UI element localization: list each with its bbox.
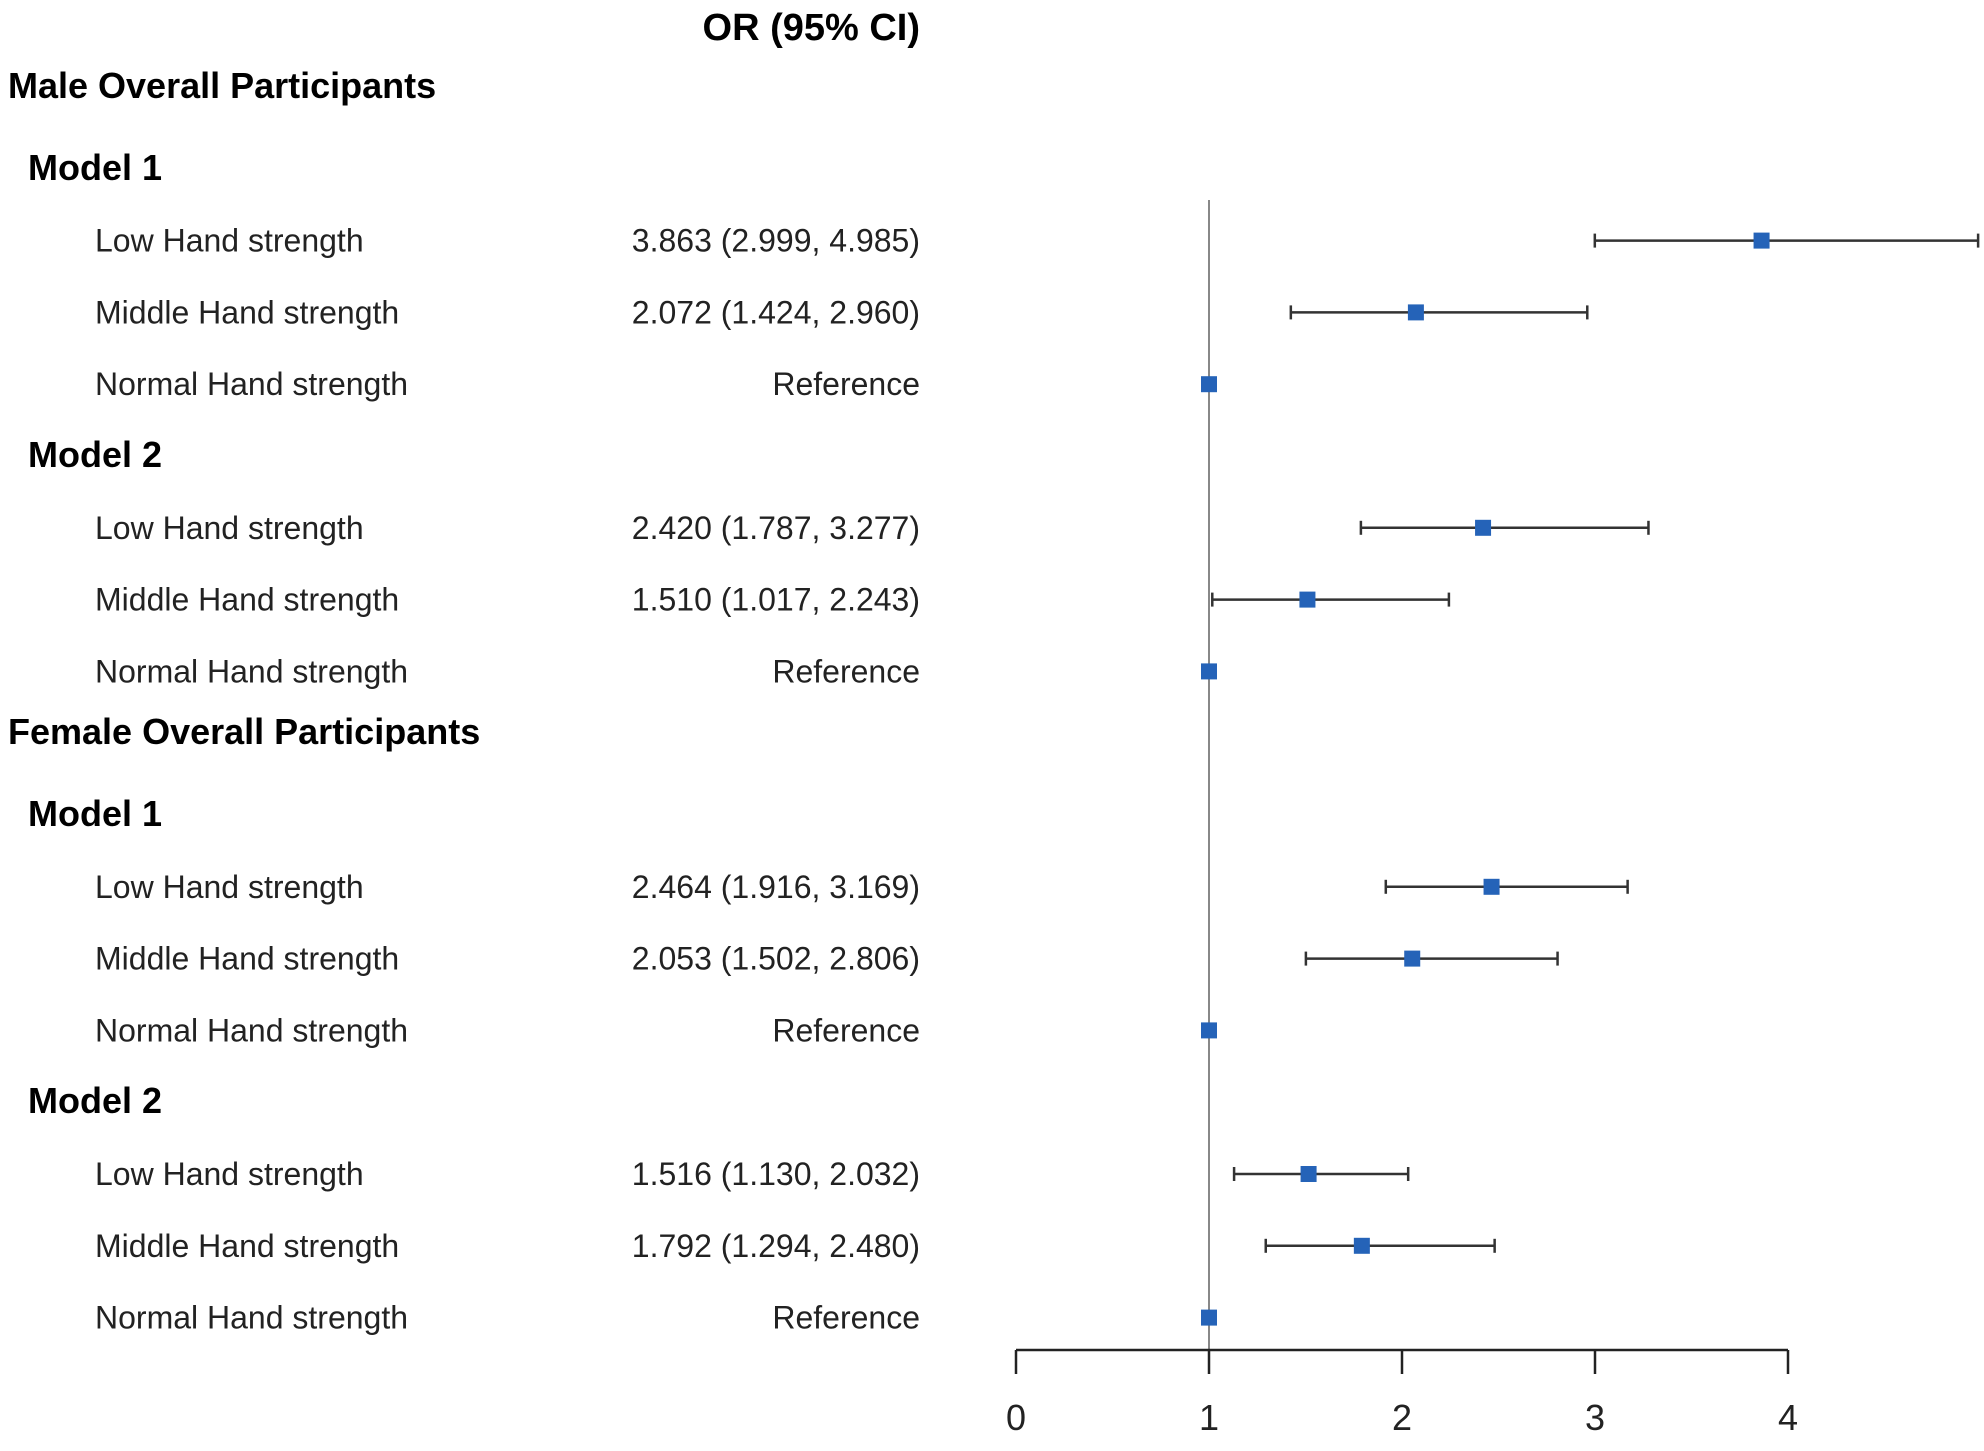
or-marker	[1353, 1237, 1370, 1254]
marks	[1201, 200, 1980, 1350]
or-marker	[1300, 1166, 1317, 1182]
row-estimate: 2.420 (1.787, 3.277)	[632, 510, 920, 546]
row-estimate: 2.072 (1.424, 2.960)	[632, 294, 920, 330]
or-marker	[1201, 1022, 1217, 1039]
row-label: Middle Hand strength	[95, 941, 399, 977]
row-label: Normal Hand strength	[95, 653, 408, 689]
row-label: Normal Hand strength	[95, 1012, 408, 1048]
row-label: Low Hand strength	[95, 510, 364, 546]
or-marker	[1201, 1309, 1217, 1326]
or-marker	[1299, 591, 1316, 608]
x-tick-label: 0	[1006, 1397, 1026, 1438]
row-estimate: 3.863 (2.999, 4.985)	[632, 223, 920, 259]
row-label: Normal Hand strength	[95, 1300, 408, 1336]
row-label: Middle Hand strength	[95, 1228, 399, 1264]
x-axis: 0 1 2 3 4	[1006, 1348, 1798, 1438]
row-estimate: Reference	[772, 653, 920, 689]
row-estimate: Reference	[772, 366, 920, 402]
model-label: Model 1	[28, 793, 162, 834]
x-tick-label: 2	[1392, 1397, 1412, 1438]
x-tick-label: 3	[1585, 1397, 1605, 1438]
row-label: Middle Hand strength	[95, 294, 399, 330]
rows: Male Overall Participants Model 1 Low Hand…	[8, 65, 920, 1336]
or-marker	[1407, 304, 1424, 321]
or-marker	[1753, 232, 1770, 249]
row-estimate: 1.792 (1.294, 2.480)	[632, 1228, 920, 1264]
model-label: Model 2	[28, 434, 162, 475]
row-label: Middle Hand strength	[95, 582, 399, 618]
model-label: Model 2	[28, 1080, 162, 1121]
row-label: Low Hand strength	[95, 869, 364, 905]
x-tick-label: 4	[1778, 1397, 1798, 1438]
row-estimate: 1.516 (1.130, 2.032)	[632, 1156, 920, 1192]
row-label: Normal Hand strength	[95, 366, 408, 402]
row-label: Low Hand strength	[95, 1156, 364, 1192]
estimate-column-header: OR (95% CI)	[703, 7, 920, 49]
or-marker	[1201, 663, 1217, 680]
or-marker	[1483, 878, 1500, 895]
row-estimate: 2.053 (1.502, 2.806)	[632, 941, 920, 977]
model-label: Model 1	[28, 147, 162, 188]
row-estimate: 2.464 (1.916, 3.169)	[632, 869, 920, 905]
or-marker	[1201, 376, 1217, 393]
or-marker	[1404, 950, 1421, 967]
row-estimate: Reference	[772, 1012, 920, 1048]
row-estimate: 1.510 (1.017, 2.243)	[632, 582, 920, 618]
row-label: Low Hand strength	[95, 223, 364, 259]
row-estimate: Reference	[772, 1300, 920, 1336]
or-marker	[1475, 519, 1492, 536]
group-label: Female Overall Participants	[8, 711, 480, 752]
x-tick-label: 1	[1199, 1397, 1219, 1438]
group-label: Male Overall Participants	[8, 65, 436, 106]
